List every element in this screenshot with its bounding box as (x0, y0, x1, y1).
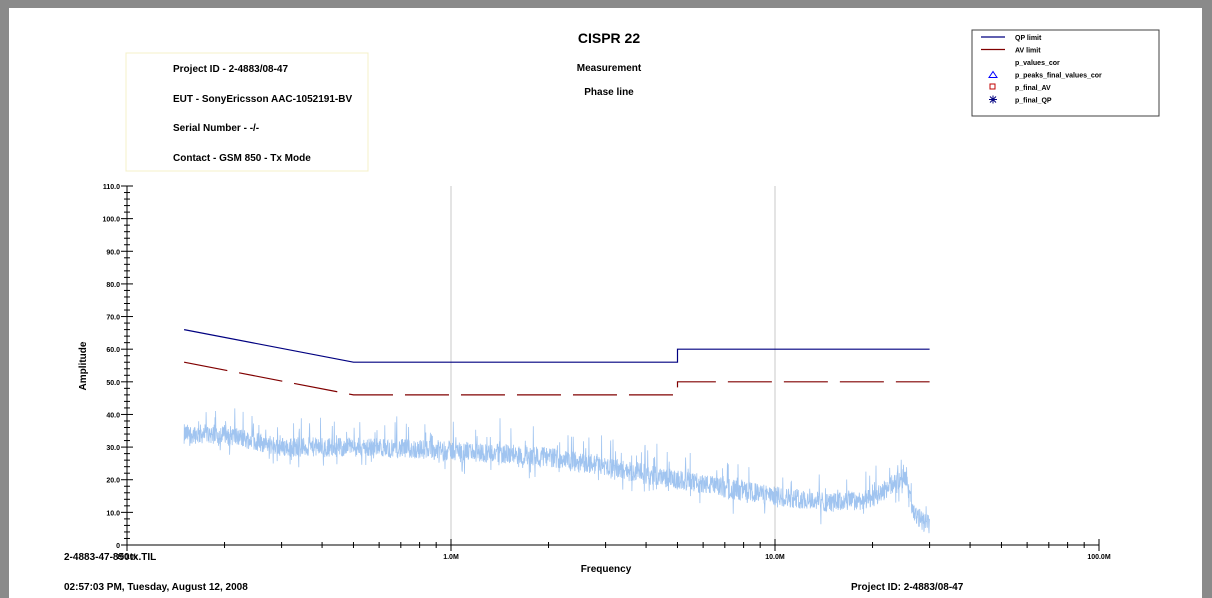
y-tick-label-10: 100.0 (102, 217, 120, 224)
legend-swatch-5 (989, 95, 997, 104)
info-serial-number: Serial Number - -/- (173, 123, 259, 134)
legend-label-3: p_peaks_final_values_cor (1015, 73, 1102, 80)
chart-subtitle-1: Measurement (577, 63, 642, 74)
emc-chart: CISPR 22 Measurement Phase line Project … (64, 29, 1160, 593)
y-axis-label: Amplitude (78, 341, 89, 390)
y-tick-label-9: 90.0 (106, 249, 120, 256)
y-tick-label-11: 110.0 (103, 184, 120, 191)
series-layer (183, 329, 930, 534)
chart-frame: CISPR 22 Measurement Phase line Project … (9, 8, 1202, 598)
y-tick-label-1: 10.0 (106, 510, 120, 517)
legend-label-1: AV limit (1015, 48, 1041, 55)
x-tick-label-1: 1.0M (443, 554, 459, 561)
y-tick-label-3: 30.0 (106, 445, 120, 452)
y-tick-label-5: 50.0 (106, 380, 120, 387)
legend: QP limit AV limit p_values_cor p_peaks_fina… (971, 29, 1160, 117)
info-eut: EUT - SonyEricsson AAC-1052191-BV (173, 94, 352, 105)
info-box (125, 52, 369, 172)
y-tick-label-8: 80.0 (106, 282, 120, 289)
y-tick-label-6: 60.0 (106, 347, 120, 354)
legend-swatch-4 (989, 83, 996, 90)
info-project-id: Project ID - 2-4883/08-47 (173, 64, 288, 75)
series-line-0 (183, 329, 930, 363)
legend-label-2: p_values_cor (1015, 60, 1060, 67)
series-line-measured (183, 408, 930, 534)
legend-label-4: p_final_AV (1015, 85, 1051, 92)
chart-subtitle-2: Phase line (584, 87, 634, 98)
x-tick-label-3: 100.0M (1087, 554, 1111, 561)
legend-label-5: p_final_QP (1015, 98, 1052, 105)
footer-project-id: Project ID: 2-4883/08-47 (851, 582, 964, 593)
legend-swatch-3 (988, 70, 998, 78)
x-tick-label-0: 100.0k (116, 554, 138, 561)
axes: 0 10.0 20.0 30.0 40.0 50.0 60.0 70.0 80.0 90.0 100… (102, 184, 1110, 561)
chart-title: CISPR 22 (578, 30, 640, 46)
y-tick-label-2: 20.0 (106, 478, 120, 485)
legend-box (971, 29, 1160, 117)
grid (450, 186, 776, 545)
footer-filename: 2-4883-47-850tx.TIL (64, 552, 156, 563)
legend-label-0: QP limit (1015, 35, 1042, 42)
x-tick-label-2: 10.0M (765, 554, 785, 561)
series-line-1 (183, 361, 930, 396)
x-axis-label: Frequency (581, 564, 632, 575)
footer-timestamp: 02:57:03 PM, Tuesday, August 12, 2008 (64, 582, 248, 593)
y-tick-label-0: 0 (116, 543, 120, 550)
y-tick-label-4: 40.0 (106, 412, 120, 419)
info-contact: Contact - GSM 850 - Tx Mode (173, 153, 311, 164)
y-tick-label-7: 70.0 (106, 315, 120, 322)
